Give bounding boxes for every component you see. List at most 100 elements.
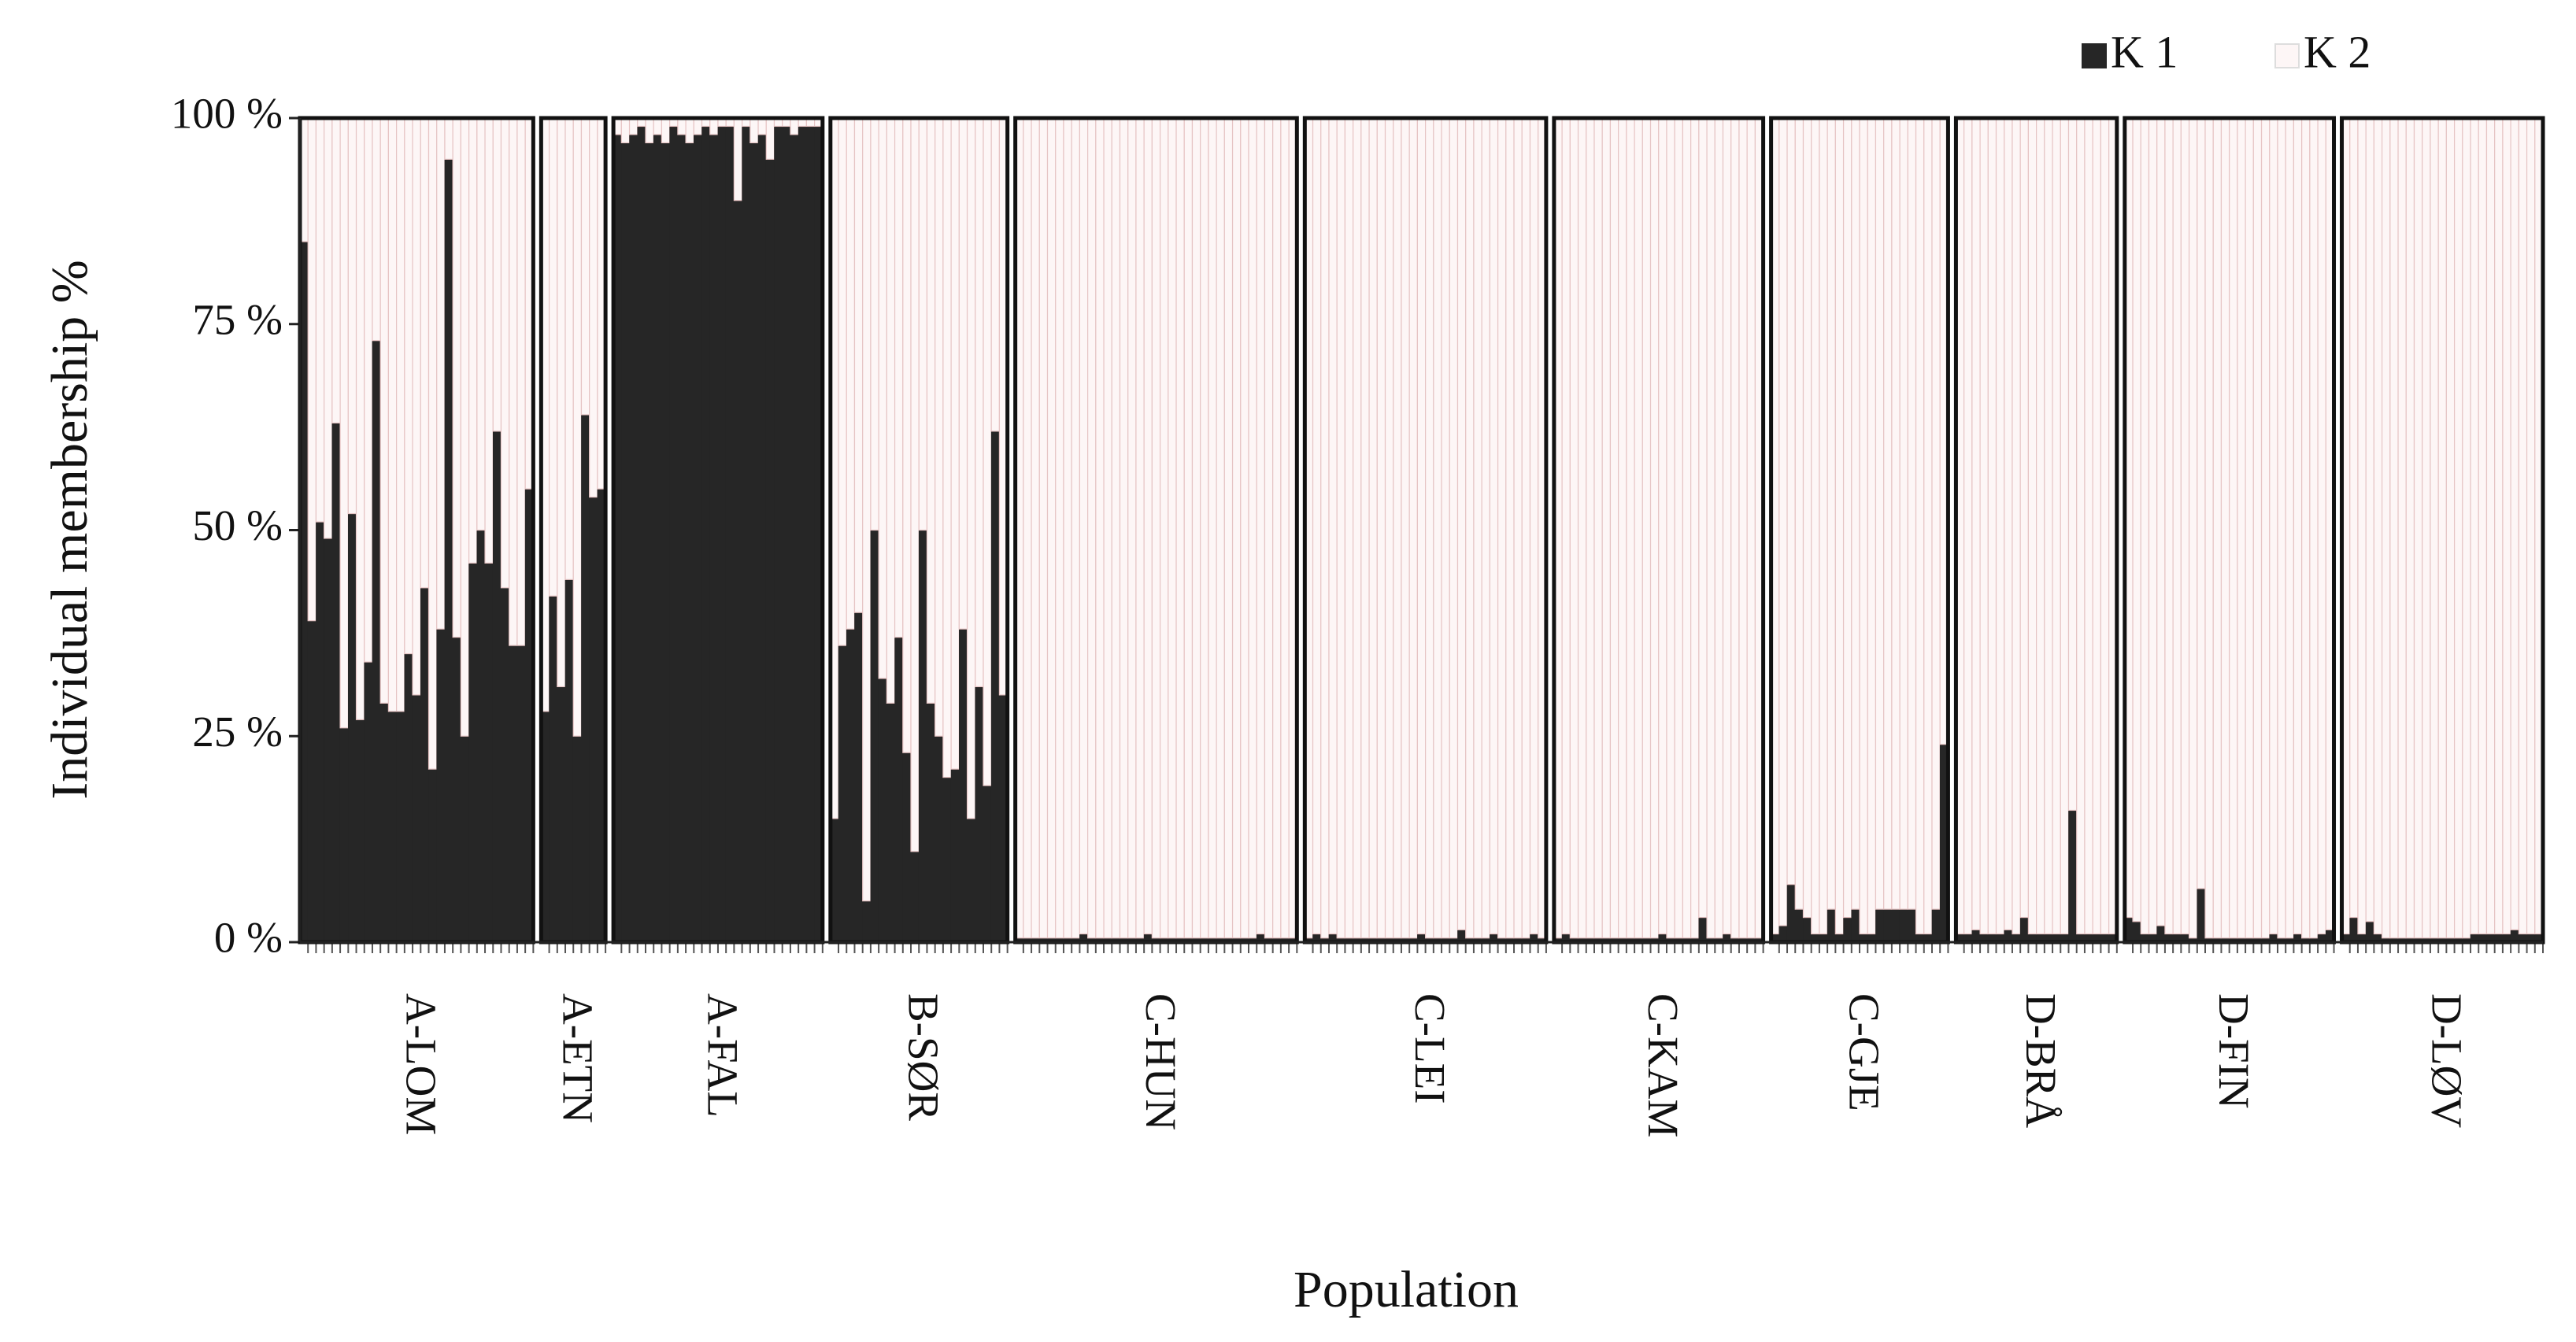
bar-k2: [1191, 117, 1201, 939]
bar-k2: [2405, 117, 2415, 939]
bar-k2: [315, 117, 325, 523]
bar-k2: [1698, 117, 1708, 919]
bar-k1: [348, 513, 357, 943]
bar-k1: [918, 530, 927, 943]
bar-k1: [1875, 908, 1884, 943]
bar-k2: [878, 117, 887, 679]
bar-k1: [621, 142, 630, 943]
bar-k1: [629, 134, 638, 943]
bar-k1: [894, 637, 904, 943]
bar-k2: [975, 117, 984, 688]
bar-k1: [983, 785, 992, 943]
bar-k2: [2453, 117, 2463, 939]
bar-k1: [428, 768, 438, 943]
bar-k1: [1803, 917, 1812, 943]
bar-k2: [1569, 117, 1579, 939]
bar-k2: [2004, 117, 2013, 930]
bar-k1: [1778, 925, 1788, 943]
bar-k2: [1827, 117, 1836, 910]
bar-k2: [1666, 117, 1675, 939]
bar-k2: [347, 117, 357, 515]
bar-k2: [1384, 117, 1394, 939]
bar-k2: [1368, 117, 1378, 939]
bar-k2: [2430, 117, 2439, 939]
bar-k2: [500, 117, 510, 589]
bar-k2: [628, 117, 638, 135]
bar-k2: [838, 117, 847, 646]
bar-k1: [749, 142, 759, 943]
bar-k1: [516, 645, 526, 943]
bar-k1: [854, 612, 863, 943]
bar-k2: [1626, 117, 1635, 939]
bar-k2: [1842, 117, 1852, 919]
bar-k2: [1473, 117, 1482, 939]
bar-k2: [1353, 117, 1362, 939]
bar-k2: [1609, 117, 1619, 939]
bar-k2: [379, 117, 390, 704]
bar-k1: [942, 777, 952, 943]
bar-k2: [1971, 117, 1981, 930]
bar-k2: [2148, 117, 2158, 935]
bar-k2: [846, 117, 856, 630]
bar-k2: [2067, 117, 2078, 811]
bar-k1: [967, 818, 976, 943]
bar-k2: [958, 117, 968, 630]
bar-k2: [1127, 117, 1137, 939]
bar-k2: [1095, 117, 1105, 939]
bar-k2: [331, 117, 341, 423]
bar-k1: [878, 678, 887, 943]
bar-k2: [436, 117, 446, 630]
bar-k2: [1401, 117, 1410, 939]
bar-k2: [372, 117, 381, 342]
bar-k2: [2052, 117, 2061, 935]
y-tick-label: 75 %: [192, 295, 283, 343]
bar-k2: [902, 117, 912, 753]
bar-k1: [468, 563, 478, 943]
bar-k1: [990, 431, 1000, 943]
bar-k1: [645, 142, 654, 943]
bar-k2: [1722, 117, 1732, 935]
bar-k2: [2309, 117, 2319, 939]
bar-k2: [853, 117, 864, 613]
bar-k1: [549, 595, 558, 943]
bar-k1: [790, 134, 799, 943]
bar-k2: [1746, 117, 1756, 939]
bar-k2: [1393, 117, 1402, 939]
bar-k2: [1738, 117, 1748, 939]
bar-k2: [1280, 117, 1290, 939]
bar-k2: [693, 117, 703, 135]
bar-k1: [444, 159, 453, 943]
bar-k2: [1143, 117, 1153, 935]
bar-k2: [2252, 117, 2263, 939]
bar-k2: [1481, 117, 1490, 939]
bar-k1: [2349, 917, 2359, 943]
y-tick-label: 0 %: [214, 914, 283, 962]
bar-k2: [1649, 117, 1660, 939]
bar-k2: [1682, 117, 1692, 939]
y-tick-label: 50 %: [192, 501, 283, 549]
bar-k1: [2156, 925, 2166, 943]
bar-k2: [1586, 117, 1595, 939]
bar-k2: [1151, 117, 1161, 939]
bar-k2: [1834, 117, 1845, 935]
bar-k2: [894, 117, 904, 638]
bar-k2: [2373, 117, 2383, 935]
bar-k2: [1159, 117, 1169, 939]
bar-k2: [492, 117, 502, 432]
bar-k2: [1416, 117, 1427, 935]
bar-k2: [1641, 117, 1652, 939]
bar-k1: [420, 587, 429, 943]
bar-k2: [2526, 117, 2536, 935]
bar-k1: [2132, 921, 2141, 943]
bar-k2: [2494, 117, 2504, 935]
bar-k2: [2237, 117, 2246, 939]
bar-k2: [1183, 117, 1194, 939]
bar-k1: [1827, 908, 1836, 943]
bar-k2: [1168, 117, 1177, 939]
bar-k2: [1264, 117, 1274, 939]
bar-k2: [2092, 117, 2101, 935]
bar-k2: [2485, 117, 2496, 935]
bar-k2: [1859, 117, 1868, 935]
bar-k2: [509, 117, 518, 646]
bar-k2: [1867, 117, 1877, 935]
